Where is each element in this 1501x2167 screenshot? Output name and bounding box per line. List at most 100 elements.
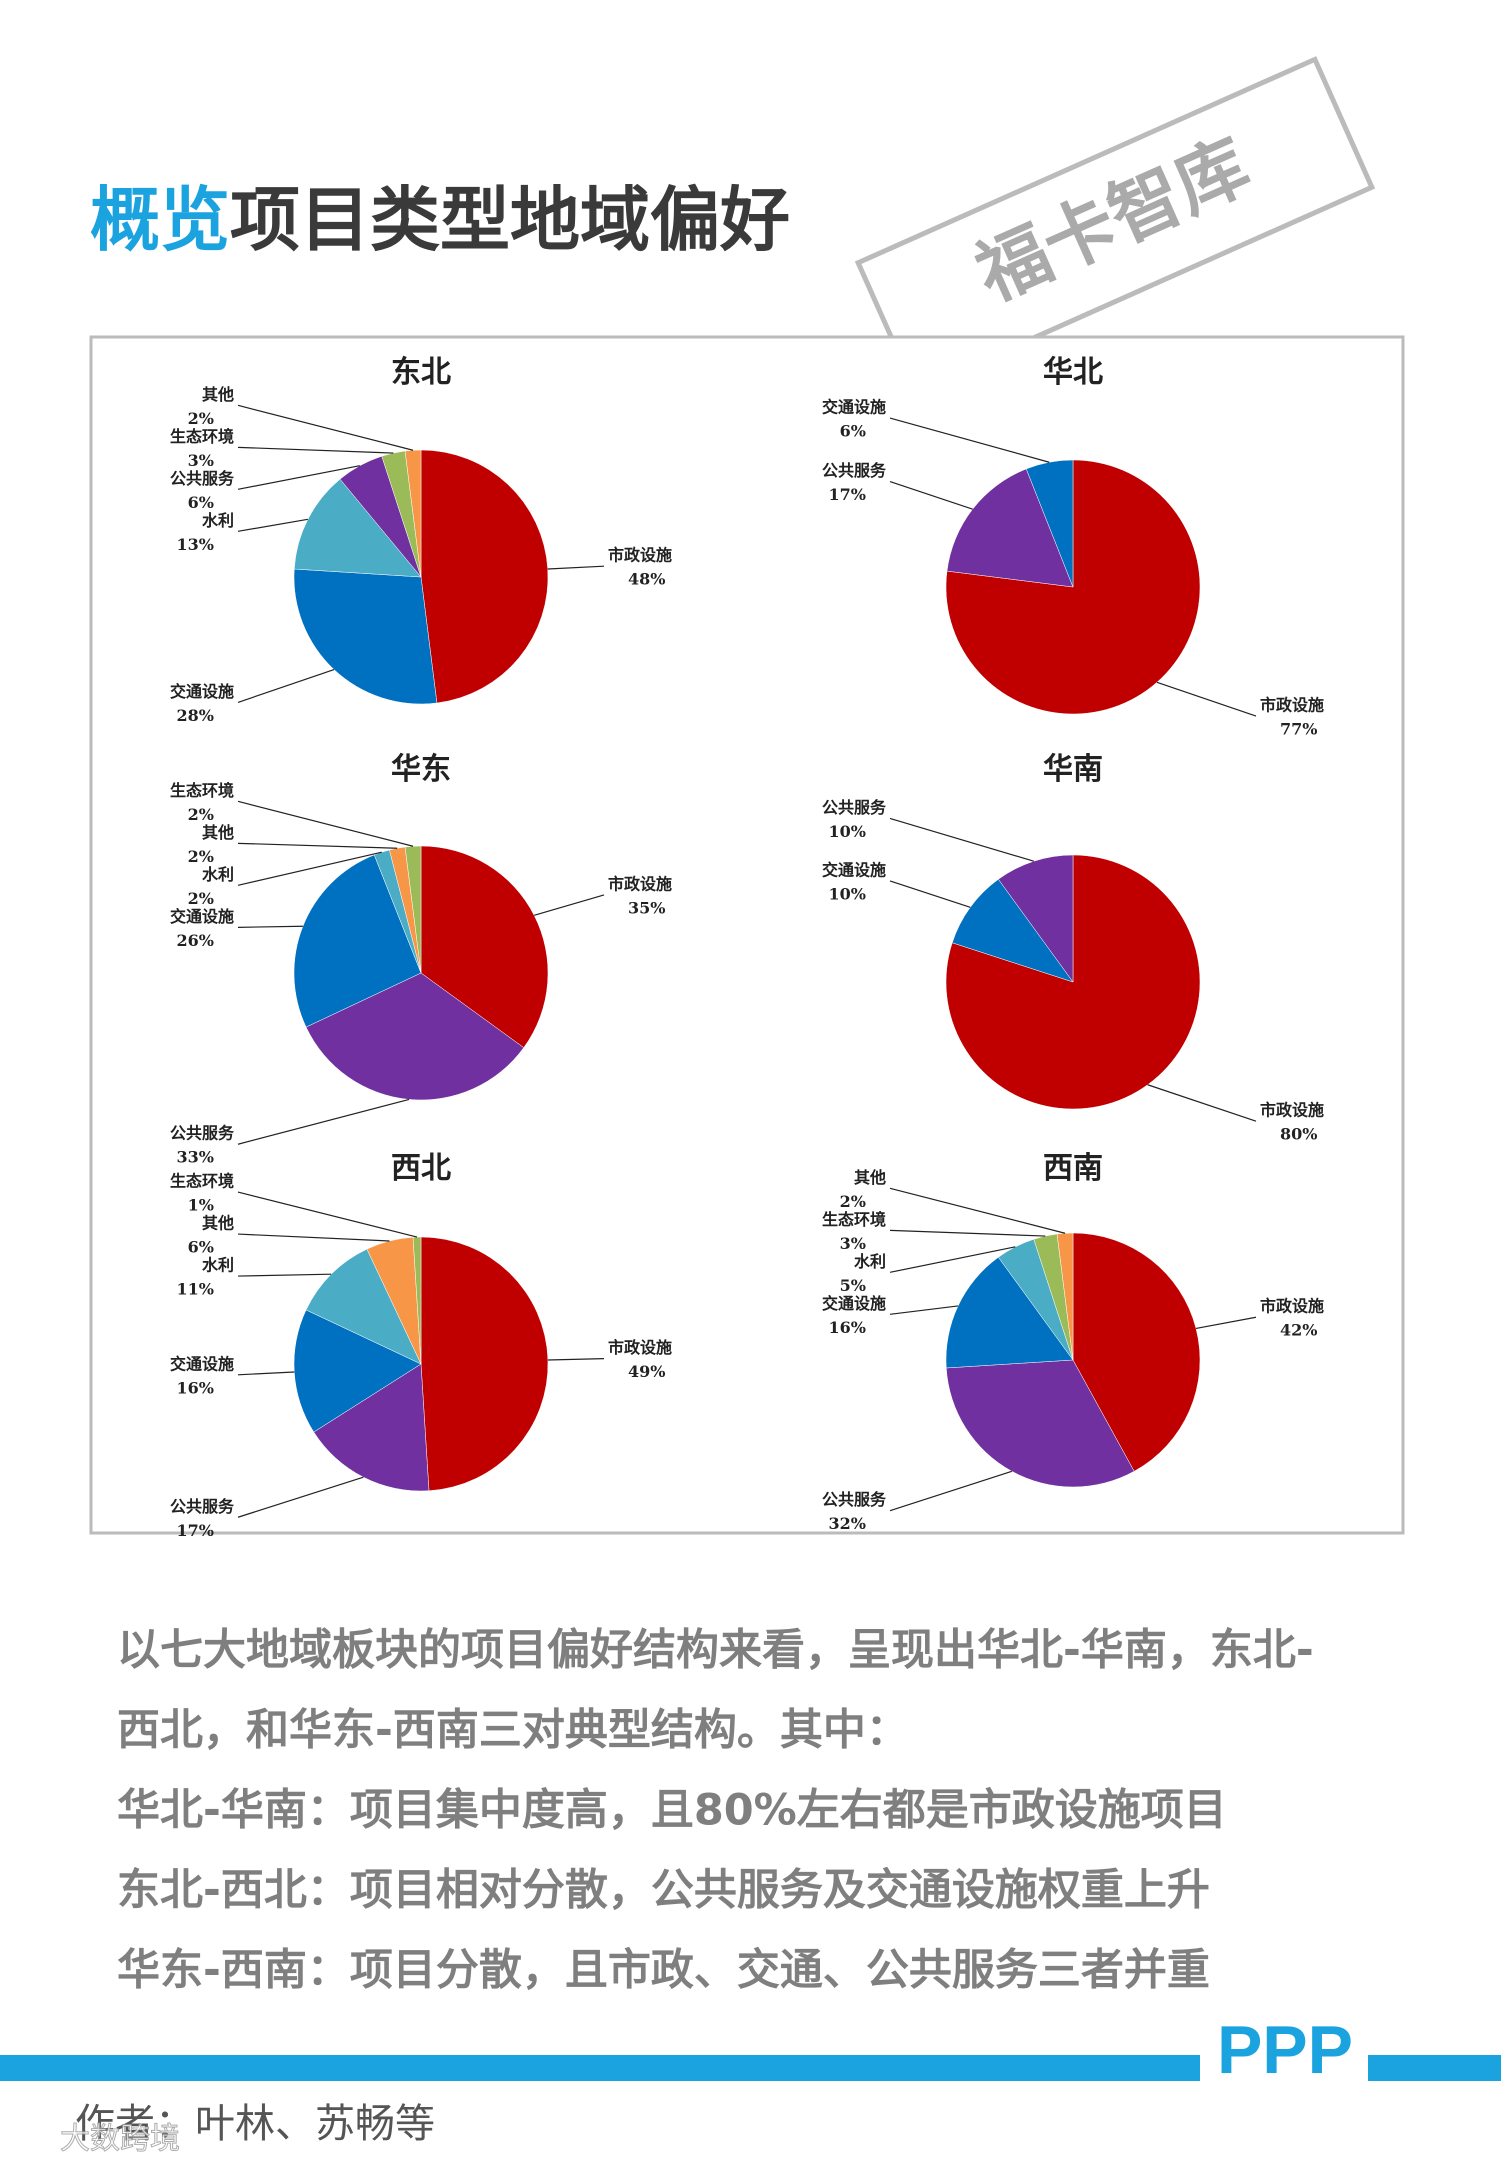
pie-slice — [1072, 1232, 1201, 1472]
slice-value-label: 13% — [177, 535, 214, 554]
pie-slice — [293, 854, 422, 1028]
leader-line — [547, 1357, 605, 1361]
leader-line — [237, 1233, 390, 1242]
leader-line — [237, 1191, 418, 1238]
slice-label: 水利 — [202, 865, 234, 884]
watermark: 大数跨境 — [60, 2122, 180, 2157]
slice-label: 水利 — [202, 511, 234, 530]
leader-line — [237, 1476, 364, 1518]
chart-title: 西北 — [391, 1151, 451, 1186]
chart-title: 华南 — [1043, 752, 1103, 787]
leader-line — [889, 1246, 1016, 1273]
leader-line — [237, 465, 360, 490]
leader-line — [889, 1187, 1066, 1234]
slice-label: 交通设施 — [170, 907, 234, 926]
slice-label: 其他 — [854, 1168, 886, 1187]
leader-line — [1156, 681, 1257, 717]
leader-line — [889, 1305, 959, 1315]
leader-line — [889, 1229, 1046, 1237]
slice-label: 水利 — [202, 1256, 234, 1275]
slice-value-label: 2% — [188, 847, 214, 866]
slice-label: 其他 — [202, 385, 234, 404]
slice-value-label: 17% — [829, 485, 866, 504]
slice-label: 市政设施 — [608, 874, 672, 893]
pie-slice — [293, 1309, 422, 1433]
leader-line — [237, 404, 414, 451]
slice-label: 交通设施 — [170, 1354, 234, 1373]
pie-slice — [313, 1363, 430, 1492]
leader-line — [237, 1273, 332, 1277]
slice-value-label: 3% — [840, 1234, 866, 1253]
chart-frame — [89, 335, 1405, 1535]
leader-line — [237, 1371, 295, 1376]
pie-slice — [1025, 459, 1074, 588]
slice-value-label: 35% — [628, 898, 665, 917]
slice-label: 生态环境 — [170, 1172, 234, 1191]
pie-slice — [293, 478, 422, 578]
slice-label: 生态环境 — [170, 781, 234, 800]
slice-value-label: 2% — [188, 409, 214, 428]
slice-value-label: 10% — [829, 822, 866, 841]
slice-value-label: 17% — [177, 1521, 214, 1540]
pie-slice — [945, 459, 1201, 715]
title-rest: 项目类型地域偏好 — [230, 179, 790, 261]
slice-value-label: 77% — [1280, 720, 1317, 739]
slice-label: 市政设施 — [608, 1338, 672, 1357]
paragraph-line: 东北-西北：项目相对分散，公共服务及交通设施权重上升 — [117, 1866, 1210, 1916]
slice-value-label: 32% — [829, 1514, 866, 1533]
slice-label: 市政设施 — [1260, 1297, 1324, 1316]
paragraph-line: 华北-华南：项目集中度高，且80%左右都是市政设施项目 — [117, 1786, 1227, 1836]
leader-line — [237, 518, 308, 532]
slice-label: 公共服务 — [170, 469, 235, 488]
slice-label: 公共服务 — [170, 1124, 235, 1143]
chart-title: 西南 — [1043, 1151, 1103, 1186]
slice-value-label: 11% — [177, 1280, 214, 1299]
leader-line — [1147, 1084, 1257, 1122]
paragraphs: 以七大地域板块的项目偏好结构来看，呈现出华北-华南，东北- 西北，和华东-西南三对… — [117, 1626, 1314, 1996]
chart-title: 东北 — [391, 355, 451, 390]
leader-line — [237, 851, 382, 886]
footer-bar — [0, 2055, 1200, 2081]
slice-label: 公共服务 — [170, 1497, 235, 1516]
pie-slice — [404, 449, 422, 578]
leader-line — [889, 417, 1050, 463]
slice-value-label: 28% — [177, 706, 214, 725]
slice-label: 交通设施 — [822, 860, 886, 879]
slice-label: 公共服务 — [822, 461, 887, 480]
paragraph-line: 华东-西南：项目分散，且市政、交通、公共服务三者并重 — [117, 1946, 1210, 1996]
slice-label: 市政设施 — [1260, 1101, 1324, 1120]
slice-label: 其他 — [202, 1214, 234, 1233]
slice-label: 生态环境 — [170, 427, 234, 446]
pie-slice — [412, 1236, 422, 1365]
slice-label: 市政设施 — [608, 546, 672, 565]
leader-line — [889, 481, 973, 510]
leader-line — [237, 800, 414, 847]
footer-bar — [1368, 2055, 1501, 2081]
slice-value-label: 2% — [188, 805, 214, 824]
slice-value-label: 16% — [829, 1318, 866, 1337]
leader-line — [889, 1470, 1013, 1512]
pie-slice — [945, 1256, 1074, 1369]
slice-value-label: 16% — [177, 1378, 214, 1397]
slice-value-label: 2% — [188, 889, 214, 908]
slice-label: 交通设施 — [170, 682, 234, 701]
leader-line — [237, 842, 398, 849]
stamp-border — [854, 56, 1376, 394]
slice-label: 其他 — [202, 823, 234, 842]
leader-line — [237, 1098, 410, 1145]
leader-line — [547, 565, 605, 570]
slice-value-label: 49% — [628, 1362, 665, 1381]
slice-value-label: 80% — [1280, 1125, 1317, 1144]
pie-slice — [998, 854, 1074, 983]
chart-title: 华北 — [1043, 355, 1103, 390]
slice-label: 公共服务 — [822, 1490, 887, 1509]
pie-slice — [946, 468, 1074, 588]
leader-line — [237, 446, 394, 454]
pie-slice — [951, 878, 1074, 983]
slice-label: 市政设施 — [1260, 696, 1324, 715]
slice-label: 交通设施 — [822, 1294, 886, 1313]
slice-value-label: 6% — [188, 493, 214, 512]
slice-label: 生态环境 — [822, 1210, 886, 1229]
leader-line — [237, 669, 335, 703]
